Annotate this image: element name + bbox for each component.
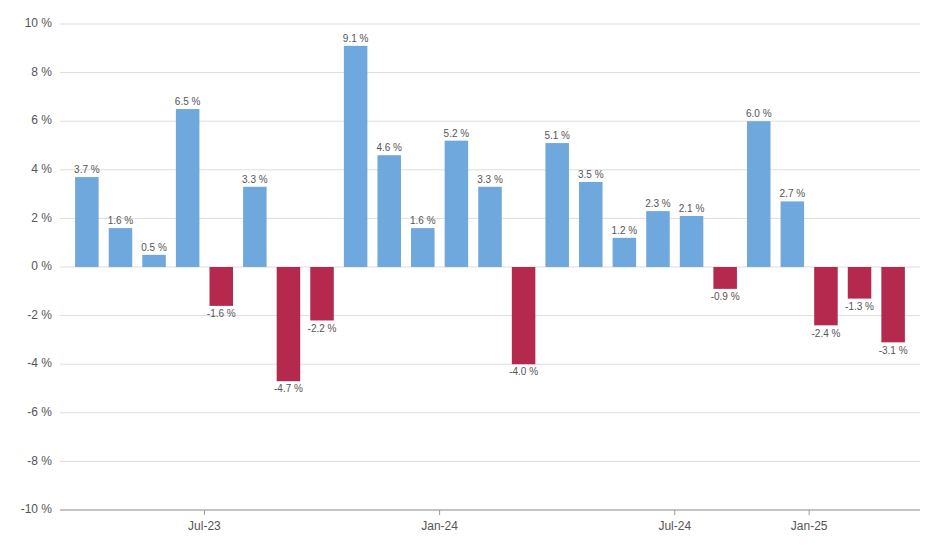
bar <box>781 201 805 267</box>
bar <box>579 182 603 267</box>
y-tick-label: 10 % <box>25 16 53 30</box>
data-label: 5.2 % <box>444 128 470 139</box>
grid-line <box>60 510 920 511</box>
data-label: 6.5 % <box>175 96 201 107</box>
bar <box>277 267 301 381</box>
bar <box>512 267 536 364</box>
data-label: 1.2 % <box>612 225 638 236</box>
data-label: 1.6 % <box>410 215 436 226</box>
x-axis-line <box>60 510 920 511</box>
bar <box>411 228 435 267</box>
y-tick-label: 4 % <box>31 162 52 176</box>
bar <box>848 267 872 299</box>
bar <box>310 267 334 320</box>
y-tick-label: 6 % <box>31 113 52 127</box>
bar <box>75 177 99 267</box>
x-tick <box>809 510 810 515</box>
x-tick <box>674 510 675 515</box>
data-label: 3.7 % <box>74 164 100 175</box>
data-labels: 3.7 % 1.6 % 0.5 % 6.5 % -1.6 % 3.3 % -4.7 % -2.… <box>74 33 908 395</box>
data-label: -4.7 % <box>274 383 303 394</box>
bar <box>109 228 133 267</box>
x-tick-labels: Jul-23 Jan-24 Jul-24 Jan-25 <box>188 519 828 533</box>
grid-line <box>60 315 920 316</box>
bar <box>377 155 401 267</box>
bar <box>478 187 502 267</box>
bar <box>713 267 737 289</box>
grid-line <box>60 24 920 25</box>
data-label: -3.1 % <box>879 345 908 356</box>
bar <box>680 216 704 267</box>
bar <box>646 211 670 267</box>
data-label: 5.1 % <box>544 130 570 141</box>
data-label: 2.3 % <box>645 198 671 209</box>
y-tick-label: -6 % <box>27 405 52 419</box>
bar <box>445 141 469 267</box>
data-label: 2.1 % <box>679 203 705 214</box>
chart: -10 % -8 % -6 % -4 % -2 % 0 % 2 % 4 % 6 % 8 % 10 %… <box>0 0 940 550</box>
data-label: 2.7 % <box>780 188 806 199</box>
y-tick-label: -4 % <box>27 356 52 370</box>
bar <box>881 267 905 342</box>
bar <box>747 121 771 267</box>
y-tick-label: 8 % <box>31 65 52 79</box>
y-tick-label: 2 % <box>31 211 52 225</box>
grid-line <box>60 461 920 462</box>
data-label: 0.5 % <box>141 242 167 253</box>
data-label: -1.3 % <box>845 301 874 312</box>
data-label: -1.6 % <box>207 308 236 319</box>
grid <box>60 24 920 510</box>
data-label: 3.3 % <box>477 174 503 185</box>
y-tick-label: 0 % <box>31 259 52 273</box>
data-label: 3.5 % <box>578 169 604 180</box>
x-tick-label: Jul-24 <box>658 519 691 533</box>
grid-line <box>60 364 920 365</box>
grid-line <box>60 72 920 73</box>
y-tick-label: -8 % <box>27 454 52 468</box>
bar <box>243 187 267 267</box>
data-label: 1.6 % <box>108 215 134 226</box>
data-label: 3.3 % <box>242 174 268 185</box>
grid-line <box>60 412 920 413</box>
data-label: -2.2 % <box>308 323 337 334</box>
y-tick-label: -2 % <box>27 308 52 322</box>
data-label: 4.6 % <box>376 142 402 153</box>
data-label: -2.4 % <box>811 328 840 339</box>
data-label: -4.0 % <box>509 366 538 377</box>
bar <box>814 267 838 325</box>
x-tick-label: Jul-23 <box>188 519 221 533</box>
bar <box>344 46 368 267</box>
bars <box>75 46 905 381</box>
y-tick-labels: -10 % -8 % -6 % -4 % -2 % 0 % 2 % 4 % 6 % 8 % 10 % <box>21 16 53 516</box>
data-label: -0.9 % <box>711 291 740 302</box>
x-tick <box>204 510 205 515</box>
bar <box>209 267 233 306</box>
x-tick-label: Jan-25 <box>791 519 828 533</box>
bar <box>176 109 200 267</box>
y-tick-label: -10 % <box>21 502 53 516</box>
bar <box>142 255 166 267</box>
x-tick <box>439 510 440 515</box>
bar <box>613 238 637 267</box>
data-label: 6.0 % <box>746 108 772 119</box>
x-tick-label: Jan-24 <box>421 519 458 533</box>
data-label: 9.1 % <box>343 33 369 44</box>
bar <box>545 143 569 267</box>
